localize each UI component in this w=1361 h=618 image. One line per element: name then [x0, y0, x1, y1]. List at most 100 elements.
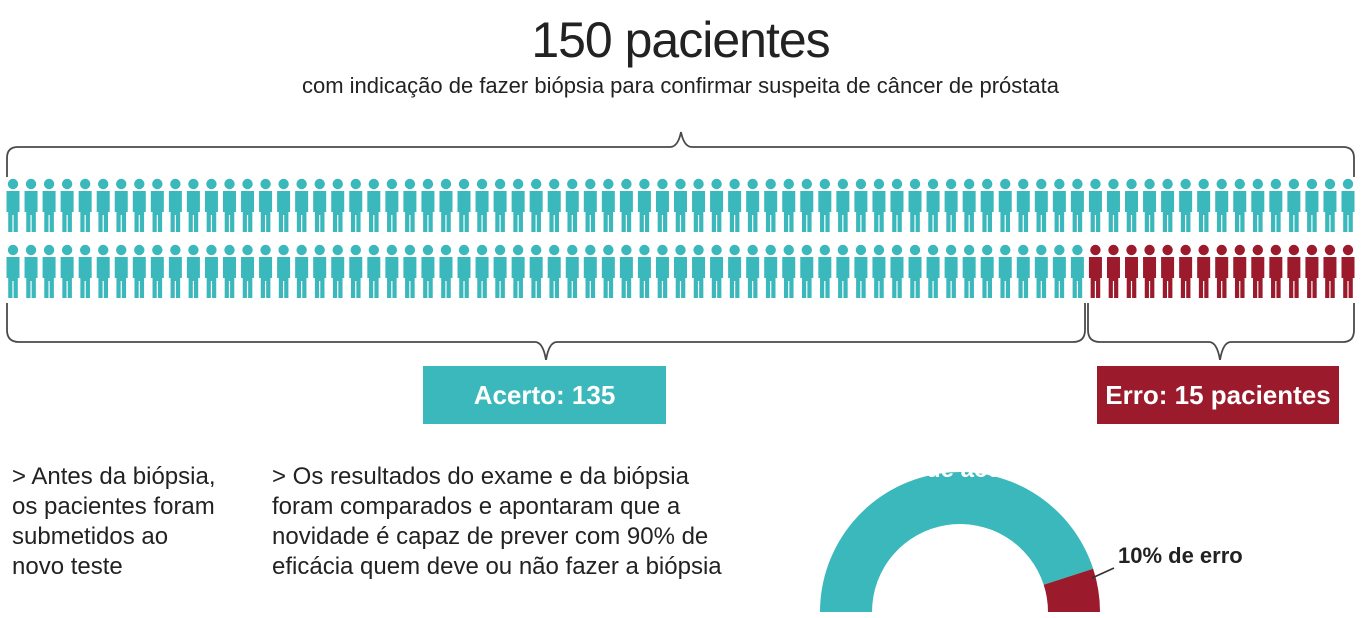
patient-icon-acerto	[367, 244, 381, 298]
top-bracket	[6, 131, 1355, 177]
patient-icon-acerto	[1215, 178, 1229, 232]
note-before-biopsy: > Antes da biópsia, os pacientes foram s…	[12, 463, 216, 580]
patient-icon-acerto	[1016, 178, 1030, 232]
patient-icon-acerto	[421, 178, 435, 232]
patient-icon-acerto	[1034, 244, 1048, 298]
patient-icon-acerto	[1269, 178, 1283, 232]
patient-icon-acerto	[114, 244, 128, 298]
patient-icon-erro	[1088, 244, 1102, 298]
gauge-slice-acerto	[820, 472, 1094, 612]
patient-icon-acerto	[565, 244, 579, 298]
patient-icon-acerto	[854, 244, 868, 298]
patient-icon-erro	[1305, 244, 1319, 298]
patient-icon-acerto	[890, 178, 904, 232]
patient-icon-acerto	[692, 244, 706, 298]
patient-icon-acerto	[439, 178, 453, 232]
patient-icon-acerto	[511, 244, 525, 298]
patient-icon-acerto	[222, 244, 236, 298]
patient-icon-acerto	[710, 178, 724, 232]
erro-leader-line	[1091, 567, 1115, 579]
patient-icon-acerto	[313, 178, 327, 232]
patient-icon-acerto	[655, 178, 669, 232]
patient-icon-acerto	[457, 178, 471, 232]
patient-icon-erro	[1106, 244, 1120, 298]
patient-icon-acerto	[980, 178, 994, 232]
people-group	[6, 178, 1355, 298]
patient-icon-acerto	[1287, 178, 1301, 232]
note-results: > Os resultados do exame e da biópsia fo…	[272, 463, 722, 580]
patient-icon-erro	[1179, 244, 1193, 298]
patient-icon-acerto	[655, 244, 669, 298]
patient-icon-acerto	[42, 244, 56, 298]
patient-icon-acerto	[854, 178, 868, 232]
patient-icon-acerto	[259, 244, 273, 298]
patient-icon-acerto	[168, 244, 182, 298]
patient-icon-acerto	[132, 178, 146, 232]
patient-icon-acerto	[42, 178, 56, 232]
patient-icon-acerto	[746, 244, 760, 298]
patient-icon-acerto	[78, 178, 92, 232]
patient-icon-acerto	[475, 178, 489, 232]
patient-icon-acerto	[78, 244, 92, 298]
patient-icon-acerto	[60, 244, 74, 298]
patient-icon-acerto	[601, 178, 615, 232]
patient-icon-acerto	[168, 178, 182, 232]
patient-icon-acerto	[60, 178, 74, 232]
patient-icon-acerto	[746, 178, 760, 232]
patient-icon-acerto	[619, 244, 633, 298]
acerto-label-box: Acerto: 135 pacientes	[423, 366, 666, 468]
patient-icon-acerto	[186, 244, 200, 298]
patient-icon-acerto	[890, 244, 904, 298]
patient-icon-acerto	[457, 244, 471, 298]
patient-icon-acerto	[944, 178, 958, 232]
patient-icon-acerto	[24, 244, 38, 298]
patient-icon-acerto	[1070, 244, 1084, 298]
patient-icon-acerto	[475, 244, 489, 298]
patient-icon-acerto	[1341, 178, 1355, 232]
patient-icon-acerto	[186, 178, 200, 232]
patient-icon-acerto	[836, 178, 850, 232]
gauge-slice-erro	[1043, 568, 1100, 612]
patient-icon-acerto	[331, 178, 345, 232]
patient-icon-acerto	[439, 244, 453, 298]
accuracy-gauge	[820, 472, 1115, 612]
patient-icon-erro	[1287, 244, 1301, 298]
patient-icon-acerto	[385, 244, 399, 298]
patient-icon-acerto	[692, 178, 706, 232]
patient-icon-acerto	[674, 244, 687, 298]
patient-icon-acerto	[6, 244, 20, 298]
patient-icon-acerto	[313, 244, 327, 298]
patient-icon-acerto	[619, 178, 633, 232]
patient-icon-acerto	[926, 178, 940, 232]
patient-icon-acerto	[637, 178, 651, 232]
patient-icon-acerto	[728, 244, 742, 298]
patient-icon-acerto	[150, 178, 164, 232]
patient-icon-acerto	[529, 178, 543, 232]
patient-icon-acerto	[1143, 178, 1157, 232]
patient-icon-acerto	[204, 244, 218, 298]
patient-icon-acerto	[872, 178, 886, 232]
patient-icon-acerto	[1125, 178, 1139, 232]
page-subtitle: com indicação de fazer biópsia para conf…	[302, 73, 1059, 98]
patient-icon-acerto	[222, 178, 236, 232]
patient-icon-acerto	[295, 244, 309, 298]
patient-icon-acerto	[674, 178, 687, 232]
acerto-bracket	[6, 303, 1086, 360]
patient-icon-acerto	[637, 244, 651, 298]
patient-icon-acerto	[728, 178, 742, 232]
patient-icon-acerto	[6, 178, 20, 232]
patient-icon-acerto	[565, 178, 579, 232]
patient-icon-acerto	[998, 244, 1012, 298]
patient-icon-acerto	[710, 244, 724, 298]
patient-icon-acerto	[800, 244, 814, 298]
patient-icon-acerto	[331, 244, 345, 298]
patient-icon-acerto	[547, 178, 561, 232]
patient-icon-acerto	[150, 244, 164, 298]
patient-icon-acerto	[583, 178, 597, 232]
patient-icon-acerto	[421, 244, 435, 298]
patient-icon-acerto	[601, 244, 615, 298]
patient-icon-acerto	[295, 178, 309, 232]
patient-icon-acerto	[872, 244, 886, 298]
patient-icon-erro	[1125, 244, 1139, 298]
patient-icon-acerto	[908, 244, 922, 298]
